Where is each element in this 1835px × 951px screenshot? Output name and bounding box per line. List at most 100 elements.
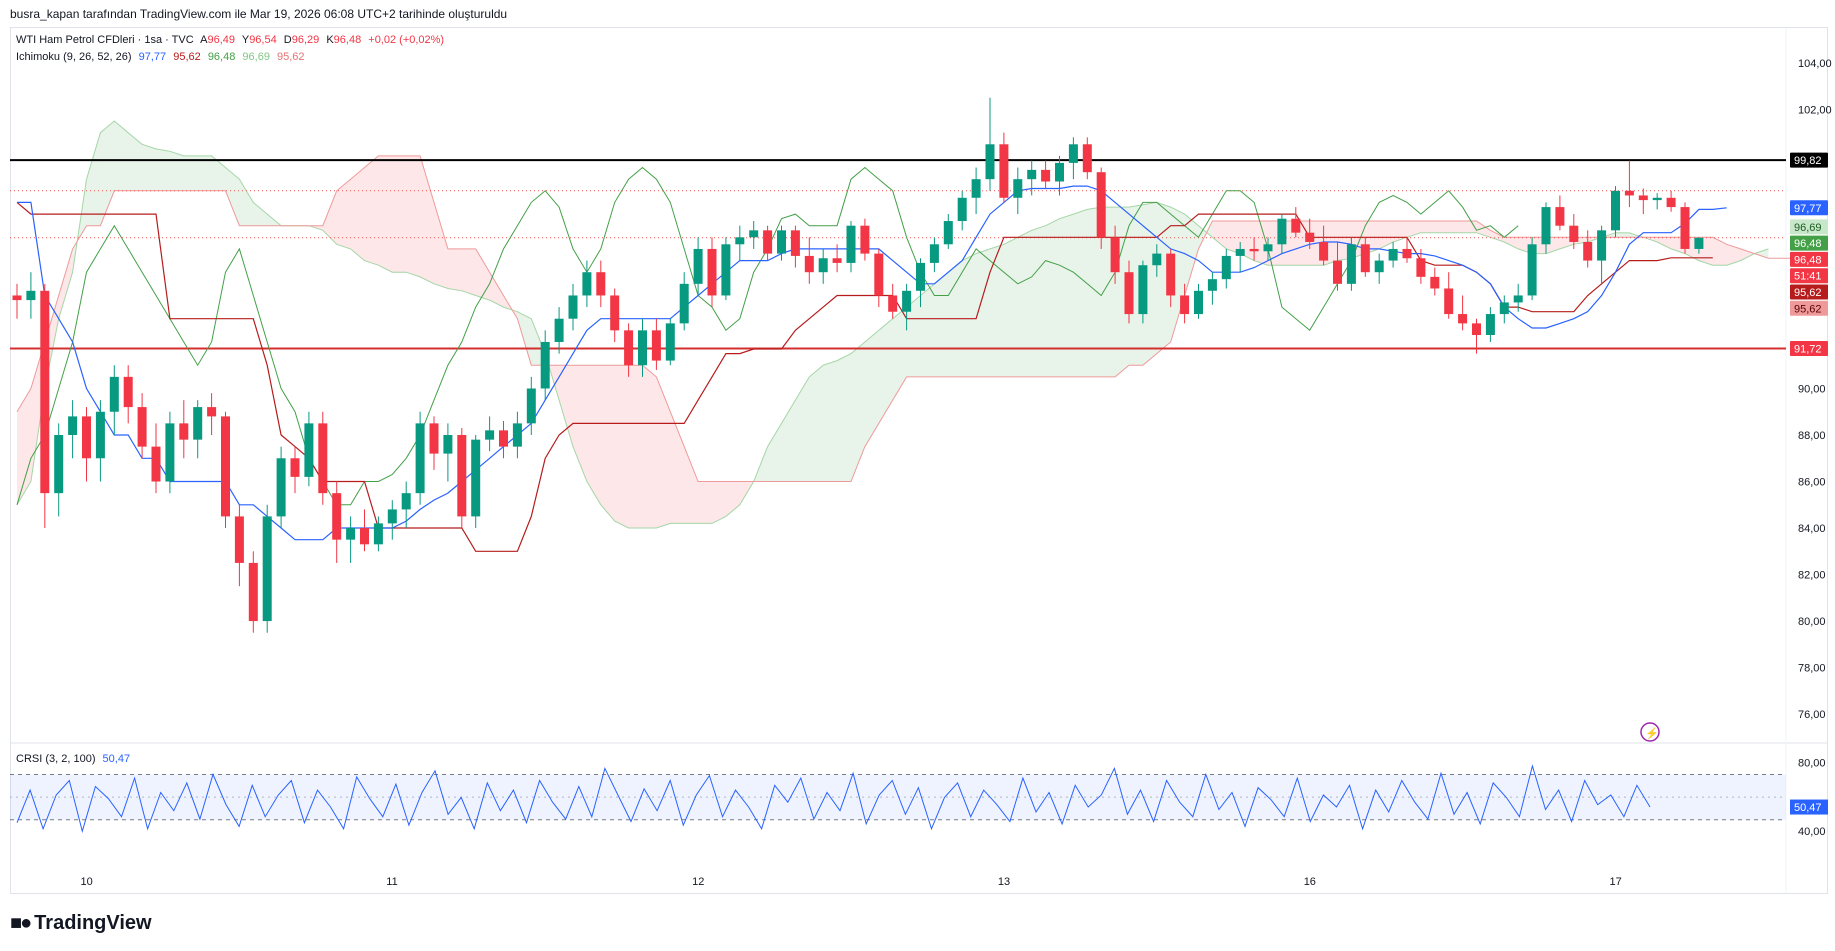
candle-body [1597, 230, 1607, 261]
candle-body [1166, 253, 1176, 296]
alert-lightning-glyph: ⚡ [1645, 727, 1659, 740]
symbol-legend[interactable]: WTI Ham Petrol CFDleri · 1sa · TVC A96,4… [16, 34, 448, 46]
candle-body [151, 446, 161, 482]
price-badge [1790, 284, 1828, 300]
time-tick-label: 13 [998, 876, 1010, 888]
ichimoku-cloud-segment [1142, 202, 1157, 366]
candle-body [318, 423, 328, 494]
candle-body [1485, 314, 1495, 335]
price-badge-label: 97,77 [1794, 203, 1822, 215]
ichimoku-label[interactable]: Ichimoku (9, 26, 52, 26) [16, 51, 132, 63]
price-badge [1790, 235, 1828, 251]
candle-body [193, 407, 203, 440]
ichimoku-cloud-segment [378, 155, 393, 273]
price-tick-label: 76,00 [1798, 709, 1826, 721]
ichimoku-cloud-segment [809, 365, 824, 482]
candle-body [1513, 295, 1523, 303]
candle-body [874, 253, 884, 296]
candle-body [1430, 276, 1440, 289]
crsi-label[interactable]: CRSI (3, 2, 100) [16, 753, 96, 765]
crsi-value-badge-label: 50,47 [1794, 802, 1822, 814]
ichimoku-cloud-segment [823, 360, 838, 482]
ichimoku-cloud-segment [781, 400, 796, 482]
ichimoku-cloud-segment [1407, 221, 1421, 238]
candle-body [373, 523, 383, 545]
price-badge-label: 95,62 [1794, 303, 1822, 315]
candle-body [346, 528, 356, 540]
price-tick-label: 84,00 [1798, 523, 1826, 535]
price-tick-label: 88,00 [1798, 430, 1826, 442]
candle-body [1374, 260, 1384, 273]
ichimoku-cloud-segment [1226, 221, 1241, 254]
crsi-value: 50,47 [102, 753, 131, 765]
ohlc-low: D96,29 [283, 34, 320, 46]
ichimoku-cloud-segment [628, 365, 643, 529]
ichimoku-cloud-segment [1726, 244, 1741, 266]
candle-body [1138, 265, 1148, 315]
ichimoku-cloud-segment [392, 155, 407, 273]
ichimoku-cloud-segment [892, 307, 907, 401]
ichimoku-senkou-a-value: 96,69 [242, 51, 270, 63]
price-tick-label: 104,00 [1798, 58, 1832, 70]
candle-body [499, 430, 508, 447]
candle-body [763, 230, 773, 254]
candle-body [860, 225, 870, 254]
chart-frame[interactable] [10, 27, 1828, 894]
candle-body [429, 423, 439, 454]
price-tick-label: 86,00 [1798, 477, 1826, 489]
ichimoku-legend[interactable]: Ichimoku (9, 26, 52, 26) 97,77 95,62 96,… [16, 51, 309, 63]
candle-body [1305, 232, 1315, 242]
ichimoku-cloud-segment [962, 253, 977, 377]
candle-body [610, 295, 620, 331]
candle-body [221, 416, 230, 517]
ichimoku-cloud-segment [364, 155, 379, 266]
ichimoku-cloud-segment [1045, 218, 1060, 377]
candle-body [596, 272, 606, 296]
candle-body [1388, 248, 1398, 261]
candle-body [1096, 172, 1106, 238]
ichimoku-cloud-segment [114, 121, 129, 191]
crsi-legend[interactable]: CRSI (3, 2, 100) 50,47 [16, 753, 134, 765]
ichimoku-cloud-segment [1657, 237, 1672, 249]
candle-body [1583, 241, 1593, 261]
ichimoku-cloud-segment [1740, 248, 1755, 261]
candle-body [790, 230, 800, 256]
candle-body [1068, 144, 1078, 163]
candle-body [554, 318, 564, 342]
ichimoku-cloud-segment [976, 248, 990, 377]
candle-body [1249, 248, 1259, 252]
candle-body [1652, 197, 1662, 201]
tradingview-logo[interactable]: ■● TradingView [10, 912, 152, 935]
candle-body [471, 439, 481, 517]
ichimoku-cloud-segment [350, 167, 365, 261]
symbol-title[interactable]: WTI Ham Petrol CFDleri · 1sa · TVC [16, 34, 194, 46]
ichimoku-cloud-segment [698, 481, 712, 524]
candle-body [651, 330, 661, 361]
candle-body [943, 221, 953, 245]
candle-body [82, 416, 91, 459]
ichimoku-cloud-segment [906, 295, 921, 377]
price-badge [1790, 200, 1828, 216]
candle-body [1527, 244, 1537, 296]
candle-body [1346, 244, 1356, 284]
ichimoku-cloud-segment [406, 155, 421, 277]
ichimoku-cloud-segment [1059, 214, 1074, 377]
ichimoku-cloud-segment [920, 283, 935, 377]
candle-body [1319, 241, 1329, 261]
candle-body [818, 258, 828, 273]
time-tick-label: 16 [1304, 876, 1316, 888]
candle-body [1124, 272, 1134, 315]
candle-body [1027, 169, 1037, 180]
publisher-line: busra_kapan tarafından TradingView.com i… [10, 7, 508, 21]
ichimoku-senkou-b-value: 95,62 [277, 51, 305, 63]
ichimoku-cloud-segment [142, 144, 156, 191]
ichimoku-cloud-segment [58, 248, 73, 319]
ichimoku-cloud-segment [725, 481, 740, 517]
candle-body [1041, 169, 1051, 182]
candle-body [832, 258, 842, 263]
candle-body [415, 423, 425, 494]
ichimoku-cloud-segment [614, 365, 629, 529]
candle-body [1360, 244, 1370, 273]
ichimoku-cloud-segment [864, 330, 879, 447]
